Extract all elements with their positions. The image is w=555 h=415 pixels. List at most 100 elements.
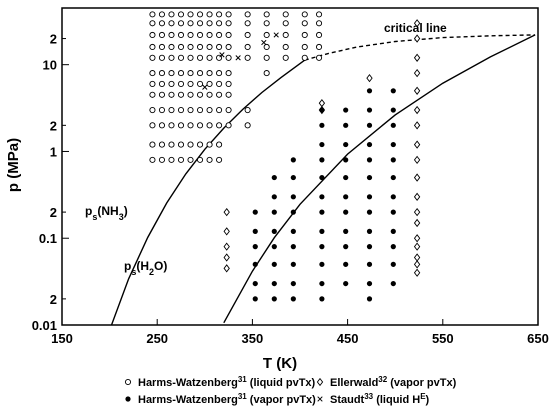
point <box>413 53 421 62</box>
point <box>319 157 325 163</box>
point <box>315 31 323 39</box>
point <box>366 194 373 200</box>
curve <box>304 34 536 61</box>
point <box>271 209 277 215</box>
x-tick-label: 550 <box>432 331 454 346</box>
point <box>187 91 194 98</box>
point <box>319 141 325 148</box>
point <box>206 122 213 129</box>
point <box>319 261 325 267</box>
annotation: ps(NH3) <box>85 204 128 222</box>
point <box>244 11 251 18</box>
point <box>315 54 323 61</box>
point <box>223 227 230 236</box>
point <box>271 296 277 302</box>
point <box>319 228 325 234</box>
text-part: Harms-Watzenberg <box>138 377 238 389</box>
point <box>177 122 185 129</box>
point <box>187 141 194 148</box>
point <box>206 43 213 51</box>
point <box>290 228 296 234</box>
plot-frame <box>61 7 539 326</box>
point <box>413 19 421 28</box>
point <box>223 264 230 273</box>
point <box>216 141 223 148</box>
point <box>390 194 396 200</box>
curve <box>110 59 306 325</box>
point <box>366 73 373 83</box>
point <box>413 234 421 243</box>
point <box>225 91 232 98</box>
point <box>343 261 349 267</box>
text-part: 3 <box>119 212 124 222</box>
legend-label: Harms-Watzenberg31 (vapor pvTx) <box>138 392 316 407</box>
point <box>225 20 232 27</box>
point <box>271 228 277 234</box>
point <box>319 209 325 215</box>
x-tick-label: 350 <box>242 331 264 346</box>
text-part: p <box>85 204 92 218</box>
point <box>149 91 156 98</box>
x-tick-label: 650 <box>527 331 549 346</box>
point <box>343 228 349 234</box>
point <box>225 107 232 114</box>
point <box>216 70 223 77</box>
point <box>187 31 194 39</box>
point <box>225 70 232 77</box>
point <box>177 43 185 51</box>
point <box>290 296 296 302</box>
point <box>301 11 308 18</box>
point <box>206 70 213 77</box>
point <box>158 141 166 148</box>
text-part: (vapor pvTx) <box>387 377 456 389</box>
point <box>319 107 325 113</box>
text-part: Staudt <box>330 394 365 406</box>
point <box>168 122 175 129</box>
point <box>282 31 289 39</box>
point <box>315 43 323 51</box>
point <box>168 80 175 87</box>
point <box>177 91 185 98</box>
point <box>366 107 373 113</box>
point <box>196 156 204 163</box>
point <box>319 280 325 287</box>
point <box>319 296 325 302</box>
x-axis-title: T (K) <box>263 355 297 372</box>
point <box>196 43 204 51</box>
point <box>413 121 421 130</box>
annotation: ps(H2O) <box>124 259 167 277</box>
point <box>366 209 373 215</box>
point <box>149 107 156 114</box>
point <box>158 31 166 39</box>
point <box>413 34 421 43</box>
point <box>317 396 323 402</box>
y-tick-label: 2 <box>50 205 57 220</box>
point <box>244 20 251 27</box>
point <box>196 141 204 148</box>
point <box>318 99 326 108</box>
point <box>319 194 325 200</box>
point <box>187 20 194 27</box>
point <box>413 253 421 262</box>
point <box>413 68 421 78</box>
point <box>315 11 323 18</box>
point <box>149 11 156 18</box>
point <box>168 20 175 27</box>
point <box>301 54 308 61</box>
point <box>216 156 223 163</box>
point <box>263 70 270 77</box>
point <box>413 155 421 165</box>
point <box>413 105 421 115</box>
point <box>252 209 258 215</box>
text-part: ) <box>124 204 128 218</box>
legend-label: Ellerwald32 (vapor pvTx) <box>330 375 457 390</box>
point <box>149 43 156 51</box>
point <box>158 43 166 51</box>
point <box>244 43 251 51</box>
point <box>271 174 277 181</box>
point <box>366 174 373 181</box>
point <box>206 80 213 87</box>
text-part: ) <box>426 394 430 406</box>
point <box>168 156 175 163</box>
point <box>196 107 204 114</box>
